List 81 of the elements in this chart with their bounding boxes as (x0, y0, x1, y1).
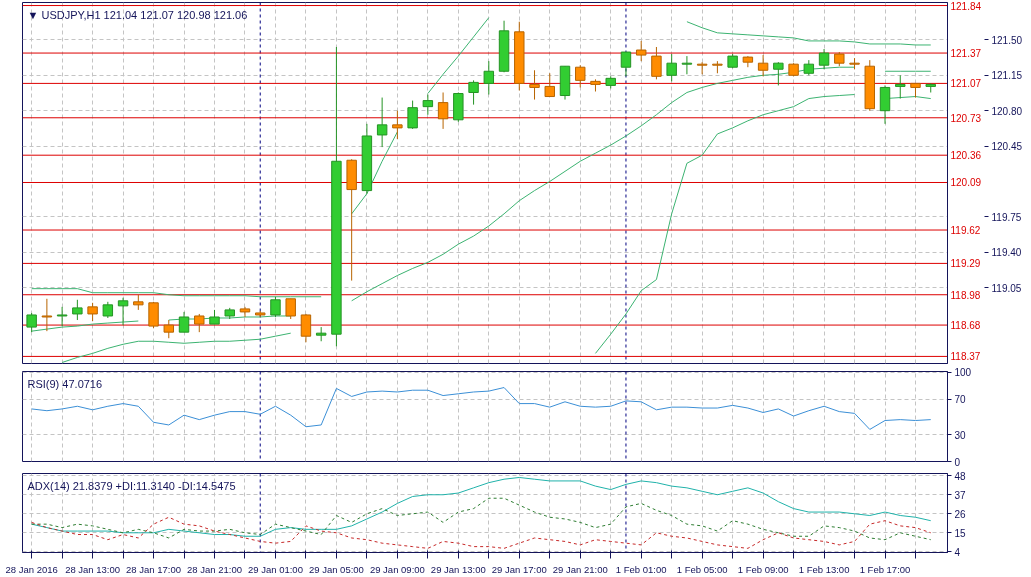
candlestick (392, 110, 403, 140)
y-tick-label: 70 (954, 394, 967, 406)
candlestick (773, 61, 784, 86)
y-tick-label: 119.75 (991, 211, 1022, 223)
ref-line-label: 119.62 (950, 225, 981, 237)
x-tick-label: 1 Feb 05:00 (676, 563, 728, 575)
candlestick (681, 55, 693, 75)
x-tick-label: 1 Feb 01:00 (615, 563, 667, 575)
candlestick (666, 53, 677, 82)
ref-line-label: 118.37 (950, 351, 981, 363)
candlestick (422, 94, 434, 116)
y-tick-label: 120.80 (991, 105, 1023, 117)
line-series (31, 497, 932, 541)
y-tick-label: 0 (954, 456, 961, 468)
candlestick (483, 60, 495, 96)
candlestick (72, 299, 83, 321)
ref-line-label: 118.98 (950, 289, 981, 301)
candlestick (148, 301, 159, 329)
candlestick (194, 313, 205, 333)
x-tick-label: 29 Jan 09:00 (369, 563, 425, 575)
ref-line-label: 121.84 (950, 0, 982, 12)
x-tick-label: 29 Jan 13:00 (430, 563, 486, 575)
candlestick (41, 298, 53, 332)
candlestick (178, 311, 190, 333)
candlestick (239, 306, 251, 318)
y-tick-label: 120.45 (991, 141, 1023, 153)
candlestick (117, 297, 129, 326)
y-tick-label: 30 (954, 429, 967, 441)
candlestick (818, 48, 830, 70)
candlestick (620, 51, 632, 77)
x-tick-label: 29 Jan 21:00 (552, 563, 608, 575)
y-tick-label: 121.50 (991, 34, 1023, 46)
candlestick (87, 302, 98, 322)
candlestick (300, 313, 312, 343)
candlestick (575, 64, 586, 88)
candlestick (757, 54, 769, 77)
text: ▼ USDJPY,H1 121.04 121.07 120.98 121.06 (27, 8, 248, 21)
candlestick (879, 84, 891, 125)
x-tick-label: 28 Jan 2016 (5, 563, 58, 575)
ref-line-label: 119.29 (950, 258, 981, 270)
text: RSI(9) 47.0716 (27, 377, 103, 390)
ref-line-label: 121.07 (950, 78, 982, 90)
y-tick-label: 37 (954, 489, 967, 501)
x-tick-label: 1 Feb 13:00 (798, 563, 850, 575)
candlestick (270, 296, 281, 318)
candlestick (651, 46, 662, 80)
candlestick (56, 306, 68, 327)
candlestick (468, 79, 479, 106)
x-tick-label: 28 Jan 21:00 (187, 563, 242, 575)
ref-line-label: 121.37 (950, 48, 982, 60)
x-tick-label: 1 Feb 17:00 (859, 563, 911, 575)
candlestick (26, 312, 37, 333)
ref-line-label: 120.09 (950, 177, 982, 189)
candlestick (529, 69, 540, 101)
x-tick-label: 29 Jan 01:00 (248, 563, 303, 575)
x-tick-label: 1 Feb 09:00 (737, 563, 789, 575)
x-tick-label: 29 Jan 05:00 (308, 563, 364, 575)
y-tick-label: 48 (954, 470, 967, 482)
y-tick-label: 100 (954, 367, 972, 379)
y-tick-label: 121.15 (991, 70, 1023, 82)
x-tick-label: 29 Jan 17:00 (491, 563, 547, 575)
y-tick-label: 119.05 (991, 282, 1022, 294)
x-tick-label: 28 Jan 13:00 (65, 563, 121, 575)
candlestick (544, 72, 555, 98)
candlestick (407, 100, 418, 130)
y-tick-label: 119.40 (991, 247, 1022, 259)
y-tick-label: 4 (954, 546, 961, 558)
candlestick (376, 97, 388, 148)
ref-line-label: 118.68 (950, 320, 981, 332)
line-series (31, 516, 932, 549)
candlestick (635, 40, 647, 62)
ref-line-label: 120.36 (950, 150, 982, 162)
candlestick (437, 92, 449, 130)
candlestick (895, 74, 906, 100)
x-tick-label: 28 Jan 17:00 (126, 563, 182, 575)
y-tick-label: 15 (954, 527, 967, 539)
candlestick (163, 319, 175, 339)
candlestick (285, 298, 296, 320)
text: ADX(14) 21.8379 +DI:11.3140 -DI:14.5475 (27, 479, 236, 492)
ref-line-label: 120.73 (950, 112, 982, 124)
y-tick-label: 26 (954, 508, 967, 520)
